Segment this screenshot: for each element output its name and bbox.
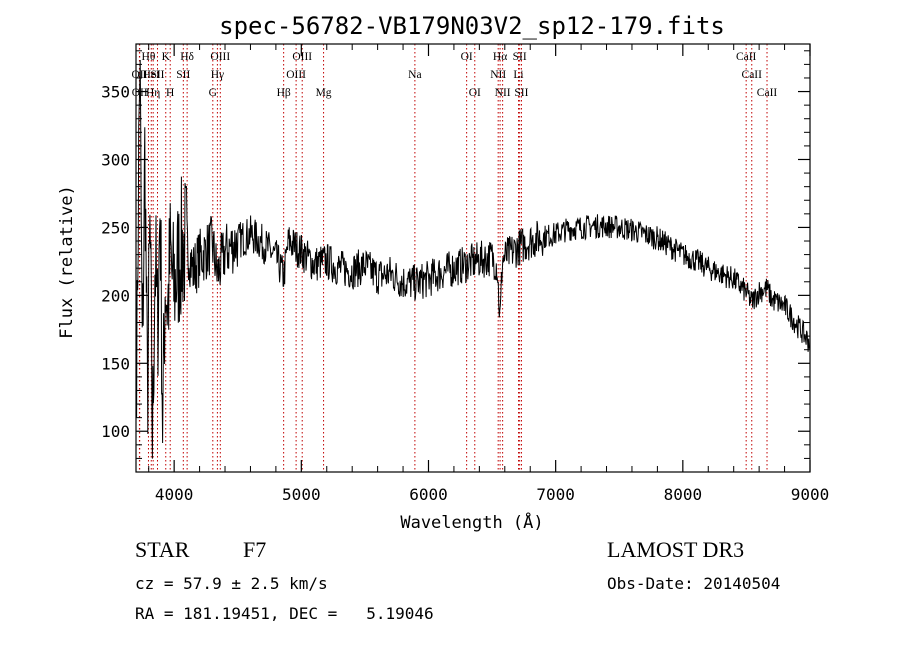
axis-ticks: 4000 5000 6000 7000 8000 9000 100 150 200 250 300 3… — [101, 44, 829, 504]
chart-title: spec-56782-VB179N03V2_sp12-179.fits — [219, 12, 725, 40]
redshift-readout: cz = 57.9 ± 2.5 km/s — [135, 574, 328, 593]
line-label: SII — [513, 51, 527, 63]
line-label: Na — [408, 69, 421, 81]
line-label: Mg — [316, 87, 332, 99]
line-label: K — [162, 51, 171, 63]
class-label: STAR — [135, 537, 190, 562]
line-label: Hη — [146, 87, 160, 99]
x-tick-label: 5000 — [282, 485, 321, 504]
x-tick-label: 6000 — [409, 485, 448, 504]
x-tick-label: 8000 — [664, 485, 703, 504]
obs-date-readout: Obs-Date: 20140504 — [607, 574, 781, 593]
line-label: OIII — [286, 69, 306, 81]
line-markers — [138, 44, 768, 472]
line-label: Hθ — [142, 51, 156, 63]
line-label: SII — [514, 87, 528, 99]
line-label: G — [209, 87, 217, 99]
x-tick-label: 7000 — [536, 485, 575, 504]
line-label: CaII — [757, 87, 778, 99]
subclass-label: F7 — [243, 537, 267, 562]
line-label: OIII — [292, 51, 312, 63]
line-label: NII — [495, 87, 511, 99]
y-tick-label: 350 — [101, 83, 130, 102]
y-axis-label: Flux (relative) — [57, 185, 77, 339]
line-label: HeI — [143, 69, 160, 81]
y-tick-label: 100 — [101, 422, 130, 441]
line-label: Hδ — [180, 51, 194, 63]
line-label: OIII — [210, 51, 230, 63]
x-tick-label: 4000 — [155, 485, 194, 504]
line-label: H — [166, 87, 174, 99]
spectrum-line — [136, 59, 810, 459]
y-tick-label: 300 — [101, 150, 130, 169]
line-label: CaII — [736, 51, 757, 63]
coordinates-readout: RA = 181.19451, DEC = 5.19046 — [135, 604, 434, 623]
line-label: SII — [150, 69, 164, 81]
y-tick-label: 150 — [101, 354, 130, 373]
line-label: SII — [176, 69, 190, 81]
line-label: OI — [461, 51, 473, 63]
plot-frame — [135, 43, 811, 473]
line-label: NII — [490, 69, 506, 81]
y-tick-label: 250 — [101, 218, 130, 237]
x-axis-label: Wavelength (Å) — [400, 511, 543, 533]
spectrum-series — [136, 59, 810, 459]
line-label: Li — [513, 69, 523, 81]
line-label: Hγ — [211, 69, 224, 81]
line-label: OI — [469, 87, 481, 99]
y-tick-label: 200 — [101, 286, 130, 305]
line-label: CaII — [742, 69, 763, 81]
line-label: Hβ — [277, 87, 291, 99]
survey-label: LAMOST DR3 — [607, 537, 745, 562]
x-tick-label: 9000 — [791, 485, 830, 504]
line-label: Hα — [493, 51, 507, 63]
